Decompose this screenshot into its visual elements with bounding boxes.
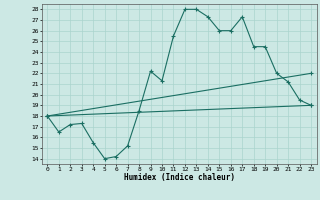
- X-axis label: Humidex (Indice chaleur): Humidex (Indice chaleur): [124, 173, 235, 182]
